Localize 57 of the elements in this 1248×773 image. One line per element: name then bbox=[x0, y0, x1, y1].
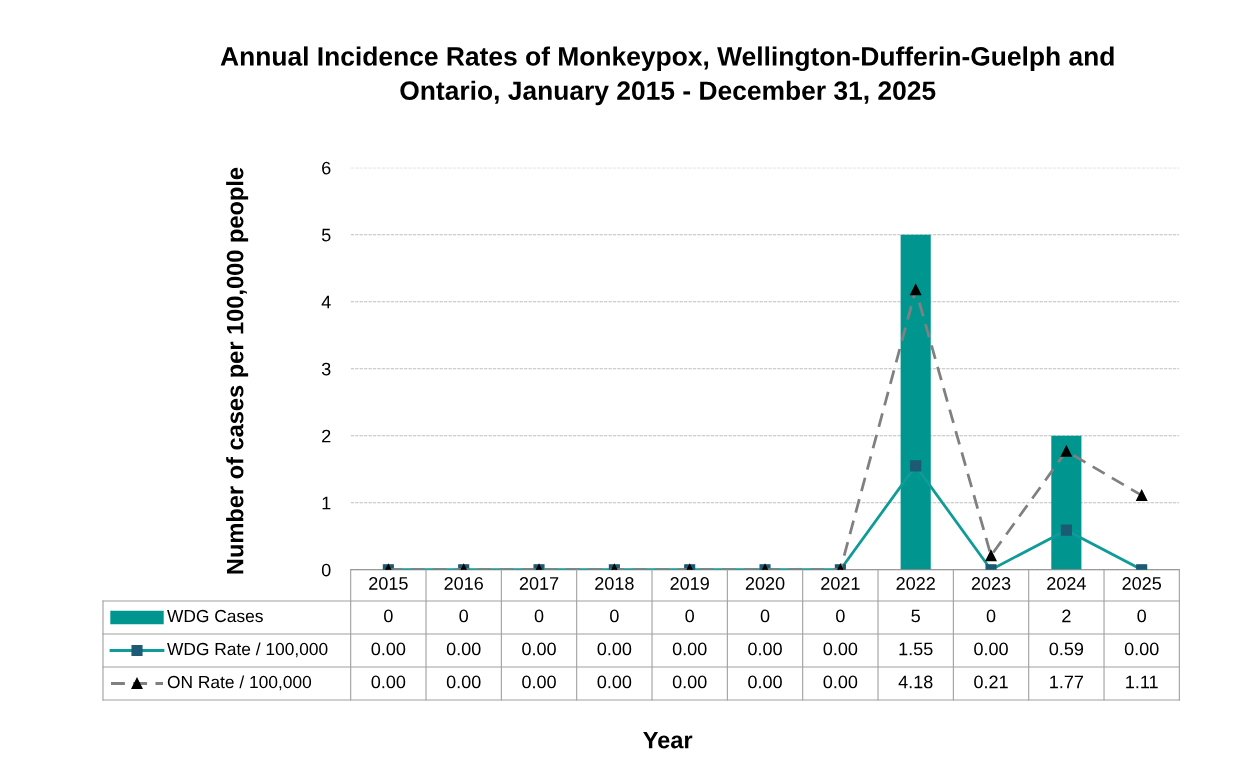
data-label: 0 bbox=[760, 609, 770, 623]
y-tick-label: 4 bbox=[321, 295, 331, 309]
x-tick-label: 2024 bbox=[1047, 577, 1086, 590]
data-label: 0.00 bbox=[597, 642, 632, 656]
data-label: 0.00 bbox=[446, 642, 481, 656]
y-tick-label: 5 bbox=[321, 228, 331, 242]
legend-label: ON Rate / 100,000 bbox=[167, 675, 312, 691]
data-label: 0 bbox=[534, 609, 544, 623]
y-tick-label: 6 bbox=[322, 161, 331, 175]
chart-title: Annual Incidence Rates of Monkeypox, Wellington-Dufferin-Guelph and Ontario, January 2015 - December 31, 2025 bbox=[220, 46, 1114, 106]
data-label: 0 bbox=[685, 609, 695, 623]
x-tick-label: 2021 bbox=[821, 577, 860, 590]
data-label: 0 bbox=[459, 609, 468, 623]
data-label: 2 bbox=[1062, 609, 1071, 623]
data-label: 0.00 bbox=[974, 642, 1008, 656]
data-label: 0.00 bbox=[522, 642, 556, 656]
data-label: 0.21 bbox=[974, 675, 1008, 689]
y-tick-label: 0 bbox=[321, 563, 331, 577]
data-label: 1.77 bbox=[1050, 675, 1084, 689]
x-tick-label: 2023 bbox=[971, 577, 1011, 590]
x-tick-label: 2019 bbox=[670, 577, 709, 590]
data-label: 1.55 bbox=[899, 642, 933, 656]
data-label: 0.00 bbox=[672, 642, 707, 656]
text: Year bbox=[643, 731, 693, 749]
data-label: 0 bbox=[836, 609, 845, 623]
x-tick-label: 2025 bbox=[1122, 577, 1162, 590]
y-tick-label: 1 bbox=[322, 496, 331, 510]
x-tick-label: 2015 bbox=[369, 577, 408, 590]
data-label: 0.00 bbox=[823, 642, 858, 656]
data-label: 0.00 bbox=[748, 642, 782, 656]
x-tick-label: 2017 bbox=[519, 577, 559, 590]
data-label: 0.00 bbox=[748, 675, 782, 689]
data-label: 4.18 bbox=[898, 675, 933, 689]
data-label: 1.11 bbox=[1126, 675, 1158, 689]
y-tick-label: 3 bbox=[321, 362, 331, 376]
legend-label: WDG Cases bbox=[167, 609, 263, 623]
data-label: 0 bbox=[986, 609, 996, 623]
data-label: 0.00 bbox=[597, 675, 632, 689]
data-label: 0 bbox=[384, 609, 393, 623]
data-label: 0.00 bbox=[823, 675, 858, 689]
data-label: 0.59 bbox=[1049, 642, 1084, 656]
x-tick-label: 2018 bbox=[595, 577, 634, 590]
x-tick-label: 2020 bbox=[745, 577, 785, 590]
data-label: 0.00 bbox=[371, 642, 406, 656]
legend-label: WDG Rate / 100,000 bbox=[167, 642, 328, 658]
y-tick-label: 2 bbox=[322, 429, 331, 443]
x-tick-label: 2022 bbox=[896, 577, 935, 590]
data-label: 5 bbox=[911, 609, 920, 623]
x-tick-label: 2016 bbox=[444, 577, 483, 590]
data-label: 0.00 bbox=[1124, 642, 1159, 656]
data-label: 0 bbox=[610, 609, 619, 623]
data-label: 0 bbox=[1137, 609, 1147, 623]
data-label: 0.00 bbox=[522, 675, 556, 689]
data-label: 0.00 bbox=[672, 675, 707, 689]
data-label: 0.00 bbox=[371, 675, 406, 689]
y-axis-title: Number of cases per 100,000 people bbox=[226, 167, 249, 574]
data-label: 0.00 bbox=[446, 675, 481, 689]
